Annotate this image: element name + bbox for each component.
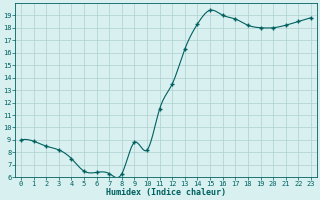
X-axis label: Humidex (Indice chaleur): Humidex (Indice chaleur)	[106, 188, 226, 197]
